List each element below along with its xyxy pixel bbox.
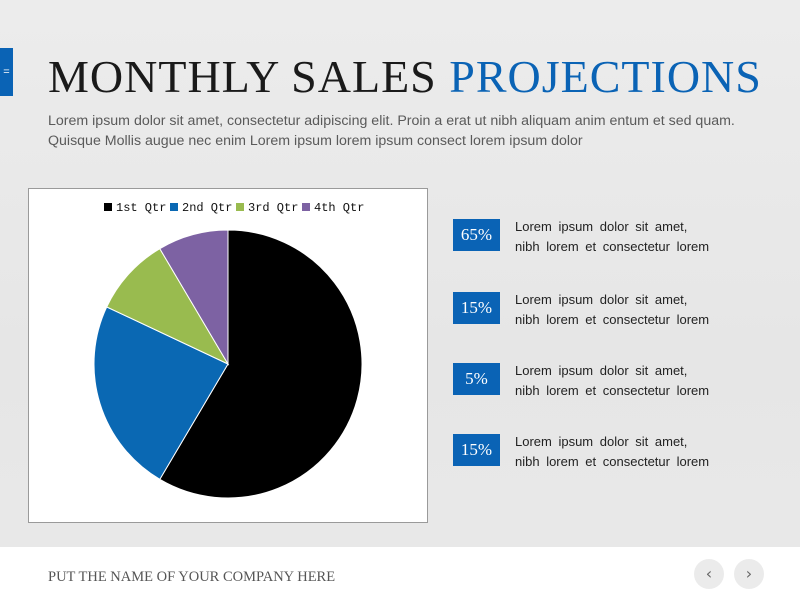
legend-label: 3rd Qtr bbox=[248, 201, 298, 215]
stat-badge: 5% bbox=[453, 363, 500, 395]
legend-item-1: 1st Qtr bbox=[104, 201, 166, 215]
pie-chart: 1st Qtr 2nd Qtr 3rd Qtr 4th Qtr bbox=[28, 188, 428, 523]
subtitle: Lorem ipsum dolor sit amet, consectetur … bbox=[48, 113, 735, 149]
stat-line-2: nibh lorem et consectetur lorem bbox=[515, 311, 710, 327]
footer-bar bbox=[0, 547, 800, 600]
legend-swatch bbox=[170, 203, 178, 211]
stat-badge: 65% bbox=[453, 219, 500, 251]
stat-badge: 15% bbox=[453, 434, 500, 466]
page-title: MONTHLY SALES PROJECTIONS bbox=[48, 54, 762, 100]
pie-chart-svg: 1st Qtr 2nd Qtr 3rd Qtr 4th Qtr bbox=[93, 201, 364, 499]
legend-label: 4th Qtr bbox=[314, 201, 364, 215]
stat-description: Lorem ipsum dolor sit amet, nibh lorem e… bbox=[515, 217, 775, 256]
pie-slice-4 bbox=[159, 229, 229, 366]
chevron-left-icon[interactable]: ‹ bbox=[694, 559, 724, 589]
stat-line-1: Lorem ipsum dolor sit amet, bbox=[515, 292, 688, 307]
legend-swatch bbox=[302, 203, 310, 211]
stat-description: Lorem ipsum dolor sit amet, nibh lorem e… bbox=[515, 361, 775, 400]
stat-description: Lorem ipsum dolor sit amet, nibh lorem e… bbox=[515, 432, 775, 471]
stat-item-4: 15% Lorem ipsum dolor sit amet, nibh lor… bbox=[453, 432, 775, 471]
legend-item-3: 3rd Qtr bbox=[236, 201, 298, 215]
chevron-right-icon[interactable]: › bbox=[734, 559, 764, 589]
stat-item-1: 65% Lorem ipsum dolor sit amet, nibh lor… bbox=[453, 217, 775, 256]
stat-line-1: Lorem ipsum dolor sit amet, bbox=[515, 363, 688, 378]
title-main: MONTHLY SALES bbox=[48, 51, 437, 102]
stat-line-2: nibh lorem et consectetur lorem bbox=[515, 238, 710, 254]
stat-item-3: 5% Lorem ipsum dolor sit amet, nibh lore… bbox=[453, 361, 775, 400]
stat-line-1: Lorem ipsum dolor sit amet, bbox=[515, 219, 688, 234]
legend-swatch bbox=[236, 203, 244, 211]
pie-slice-1 bbox=[159, 229, 363, 499]
pie-slice-3 bbox=[106, 247, 230, 366]
pie-slice-2 bbox=[93, 306, 229, 481]
stat-item-2: 15% Lorem ipsum dolor sit amet, nibh lor… bbox=[453, 290, 775, 329]
company-name: PUT THE NAME OF YOUR COMPANY HERE bbox=[48, 569, 336, 585]
legend-item-2: 2nd Qtr bbox=[170, 201, 232, 215]
legend-swatch bbox=[104, 203, 112, 211]
legend-label: 1st Qtr bbox=[116, 201, 166, 215]
stat-description: Lorem ipsum dolor sit amet, nibh lorem e… bbox=[515, 290, 775, 329]
stat-badge: 15% bbox=[453, 292, 500, 324]
legend-label: 2nd Qtr bbox=[182, 201, 232, 215]
stat-line-2: nibh lorem et consectetur lorem bbox=[515, 453, 710, 469]
side-tab[interactable]: = bbox=[0, 48, 13, 96]
legend-item-4: 4th Qtr bbox=[302, 201, 364, 215]
title-accent: PROJECTIONS bbox=[449, 51, 762, 102]
stat-line-2: nibh lorem et consectetur lorem bbox=[515, 382, 710, 398]
stat-line-1: Lorem ipsum dolor sit amet, bbox=[515, 434, 688, 449]
